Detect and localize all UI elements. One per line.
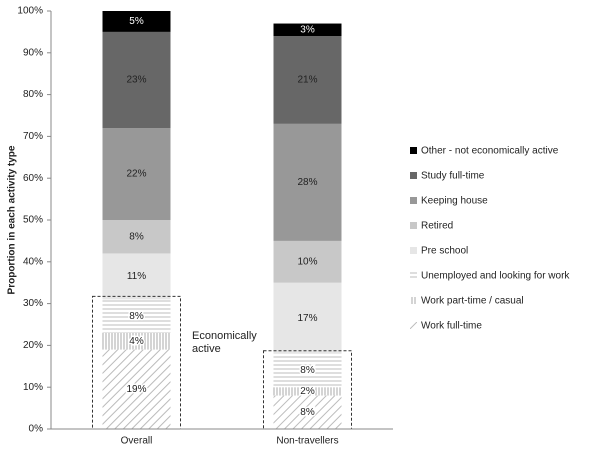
bar-segment [273, 387, 342, 396]
y-tick-label: 70% [23, 131, 43, 142]
legend-label: Work full-time [421, 321, 482, 332]
bar-segment [273, 395, 342, 429]
legend-swatch [410, 197, 417, 204]
legend-label: Pre school [421, 246, 468, 257]
value-label: 8% [129, 311, 144, 322]
y-tick-label: 20% [23, 340, 43, 351]
bar-segment [273, 240, 342, 283]
value-label: 19% [126, 384, 146, 395]
y-tick-label: 90% [23, 47, 43, 58]
bar-segment [102, 299, 171, 333]
value-label: 11% [127, 271, 146, 282]
value-label: 22% [126, 169, 146, 180]
value-label: 5% [129, 16, 144, 27]
x-tick-label: Non-travellers [276, 436, 338, 447]
value-label: 8% [300, 365, 315, 376]
value-label: 3% [300, 24, 315, 35]
legend-label: Retired [421, 221, 453, 232]
value-label: 8% [300, 407, 315, 418]
legend-label: Work part-time / casual [421, 296, 524, 307]
legend-swatch [410, 272, 417, 279]
value-label: 4% [129, 336, 144, 347]
bar-segment [273, 353, 342, 388]
value-label: 21% [297, 75, 317, 86]
legend-label: Unemployed and looking for work [421, 271, 570, 282]
y-tick-label: 40% [23, 256, 43, 267]
legend-swatch [410, 222, 417, 229]
bar-segment [273, 36, 342, 124]
bar-segment [102, 332, 171, 350]
legend-label: Other - not economically active [421, 146, 559, 157]
bar-segment [273, 282, 342, 354]
bar-segment [273, 23, 342, 37]
x-tick-label: Overall [121, 436, 153, 447]
legend-swatch [410, 297, 417, 304]
legend-swatch [410, 247, 417, 254]
y-tick-label: 60% [23, 173, 43, 184]
annotation: Economically active [192, 330, 257, 355]
y-tick-label: 50% [23, 215, 43, 226]
legend-swatch [410, 172, 417, 179]
value-label: 23% [126, 75, 146, 86]
y-tick-label: 80% [23, 89, 43, 100]
value-label: 8% [129, 231, 144, 242]
bar-segment [102, 349, 171, 429]
value-label: 2% [300, 386, 315, 397]
y-tick-label: 100% [17, 6, 43, 17]
y-axis-title: Proportion in each activity type [7, 145, 18, 294]
legend-label: Keeping house [421, 196, 488, 207]
bar-segment [102, 128, 171, 220]
y-tick-label: 0% [29, 424, 44, 435]
bar-segment [102, 253, 171, 300]
legend-swatch [410, 147, 417, 154]
value-label: 28% [297, 177, 317, 188]
bar-segment [102, 31, 171, 129]
bar-segment [273, 123, 342, 241]
bar-segment [102, 220, 171, 254]
bar-segment [102, 11, 171, 32]
legend-label: Study full-time [421, 171, 485, 182]
value-label: 10% [297, 256, 317, 267]
legend-swatch [410, 322, 417, 329]
y-tick-label: 30% [23, 298, 43, 309]
y-tick-label: 10% [23, 382, 43, 393]
value-label: 17% [297, 313, 317, 324]
